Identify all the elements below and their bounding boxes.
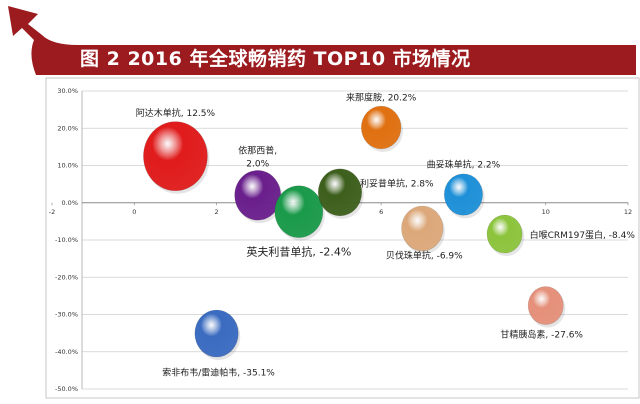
x-tick-label: 12 xyxy=(624,208,632,216)
bubble-label: 白喉CRM197蛋白, -8.4% xyxy=(530,229,636,241)
bubble-label: 英夫利昔单抗, -2.4% xyxy=(246,245,351,259)
y-tick-label: -20.0% xyxy=(55,273,78,281)
figure-title: 图 2 2016 年全球畅销药 TOP10 市场情况 xyxy=(80,48,471,70)
bubble xyxy=(527,286,564,325)
y-tick-label: 30.0% xyxy=(57,87,78,95)
bubble xyxy=(361,105,402,150)
bubble xyxy=(234,170,282,221)
x-tick-label: 0 xyxy=(132,208,136,216)
x-tick-label: 10 xyxy=(542,208,550,216)
y-tick-label: -10.0% xyxy=(55,236,78,244)
bubble xyxy=(486,214,523,254)
y-tick-label: -30.0% xyxy=(55,311,78,319)
curved-arrow-icon xyxy=(8,6,636,75)
x-tick-label: -2 xyxy=(49,208,55,216)
y-tick-label: 10.0% xyxy=(57,162,78,170)
bubble-label: 贝伐珠单抗, -6.9% xyxy=(386,249,463,261)
bubble-label: 2.0% xyxy=(246,159,269,169)
y-tick-label: 0.0% xyxy=(61,199,78,207)
x-tick-label: 6 xyxy=(379,208,383,216)
bubble-label: 利妥昔单抗, 2.8% xyxy=(360,177,434,189)
bubble xyxy=(443,173,483,216)
bubble-label: 依那西普, xyxy=(238,144,277,156)
bubble xyxy=(143,121,208,192)
bubble xyxy=(401,205,444,252)
y-tick-label: -40.0% xyxy=(55,348,78,356)
plot-frame xyxy=(45,77,640,399)
y-tick-label: -50.0% xyxy=(55,385,78,393)
bubble-label: 阿达木单抗, 12.5% xyxy=(136,107,216,119)
bubble-label: 来那度胺, 20.2% xyxy=(346,92,417,104)
y-tick-label: 20.0% xyxy=(57,124,78,132)
x-tick-label: 2 xyxy=(215,208,219,216)
bubble-label: 曲妥珠单抗, 2.2% xyxy=(427,159,501,171)
bubble xyxy=(194,309,239,358)
bubble xyxy=(274,185,324,238)
bubble-label: 甘精胰岛素, -27.6% xyxy=(500,329,583,341)
bubble xyxy=(317,168,363,217)
bubble-label: 索非布韦/雷迪帕韦, -35.1% xyxy=(162,366,275,378)
